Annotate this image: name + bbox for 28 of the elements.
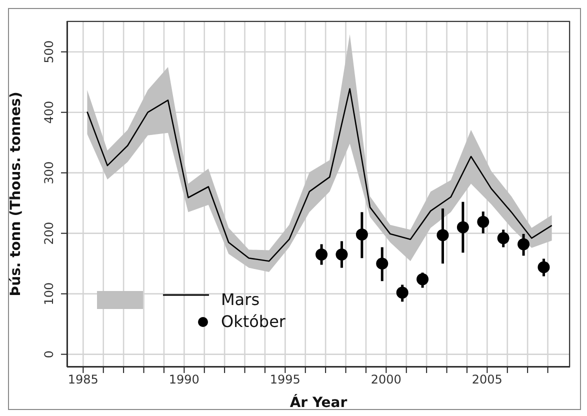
y-tick-label: 0	[42, 350, 56, 358]
y-tick-label: 400	[42, 100, 56, 124]
legend-label: Október	[221, 312, 286, 331]
x-axis-title: Ár Year	[290, 394, 348, 411]
x-tick-label: 2000	[370, 372, 402, 387]
legend-label: Mars	[221, 290, 260, 309]
point	[436, 229, 449, 242]
point	[518, 238, 530, 250]
point	[416, 273, 429, 286]
point	[477, 216, 490, 228]
point	[316, 248, 328, 260]
x-tick-label: 1995	[270, 372, 300, 387]
point	[356, 228, 368, 241]
x-tick-label: 1985	[68, 372, 98, 387]
point	[336, 248, 348, 260]
y-tick-label: 200	[42, 222, 56, 245]
point	[497, 232, 510, 244]
y-tick-label: 300	[42, 161, 56, 184]
x-tick-label: 2005	[472, 372, 502, 387]
y-axis-title: Þús. tonn (Thous. tonnes)	[8, 92, 24, 296]
point	[396, 286, 408, 299]
x-tick-label: 1990	[168, 372, 200, 387]
y-tick-label: 100	[42, 282, 56, 306]
point	[376, 258, 388, 270]
point	[456, 221, 469, 234]
line-series	[86, 88, 552, 262]
y-tick-label: 500	[42, 40, 56, 64]
point	[538, 261, 550, 274]
